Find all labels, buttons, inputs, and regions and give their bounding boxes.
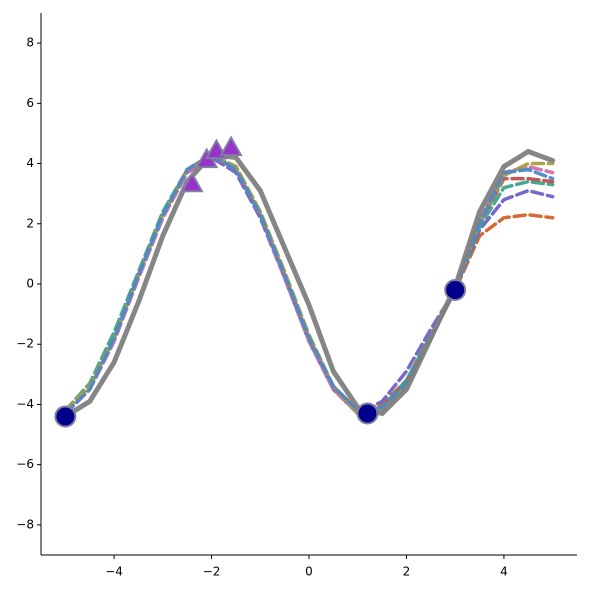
true-line — [62, 148, 556, 419]
y-tick-label: −4 — [16, 397, 34, 411]
y-tick-label: 2 — [26, 216, 34, 230]
sample-line — [63, 152, 555, 416]
observed-point — [356, 402, 379, 425]
x-tick-label: −2 — [203, 565, 221, 579]
x-tick-label: −4 — [105, 565, 123, 579]
x-tick-label: 2 — [403, 565, 411, 579]
y-tick-label: 6 — [26, 96, 34, 110]
observed-point — [444, 279, 467, 302]
triangle-marker — [180, 171, 204, 193]
x-tick-label: 0 — [305, 565, 313, 579]
sample-line — [63, 155, 555, 416]
y-tick-label: −2 — [16, 337, 34, 351]
observed-point — [54, 405, 77, 428]
y-tick-label: 8 — [26, 36, 34, 50]
y-tick-label: −8 — [16, 517, 34, 531]
y-tick-label: −6 — [16, 457, 34, 471]
x-tick-label: 4 — [500, 565, 508, 579]
y-tick-label: 4 — [26, 156, 34, 170]
y-tick-label: 0 — [26, 277, 34, 291]
triangle-marker — [219, 135, 243, 157]
sample-line — [63, 152, 555, 416]
sample-line — [63, 152, 555, 416]
sample-line — [63, 152, 555, 416]
